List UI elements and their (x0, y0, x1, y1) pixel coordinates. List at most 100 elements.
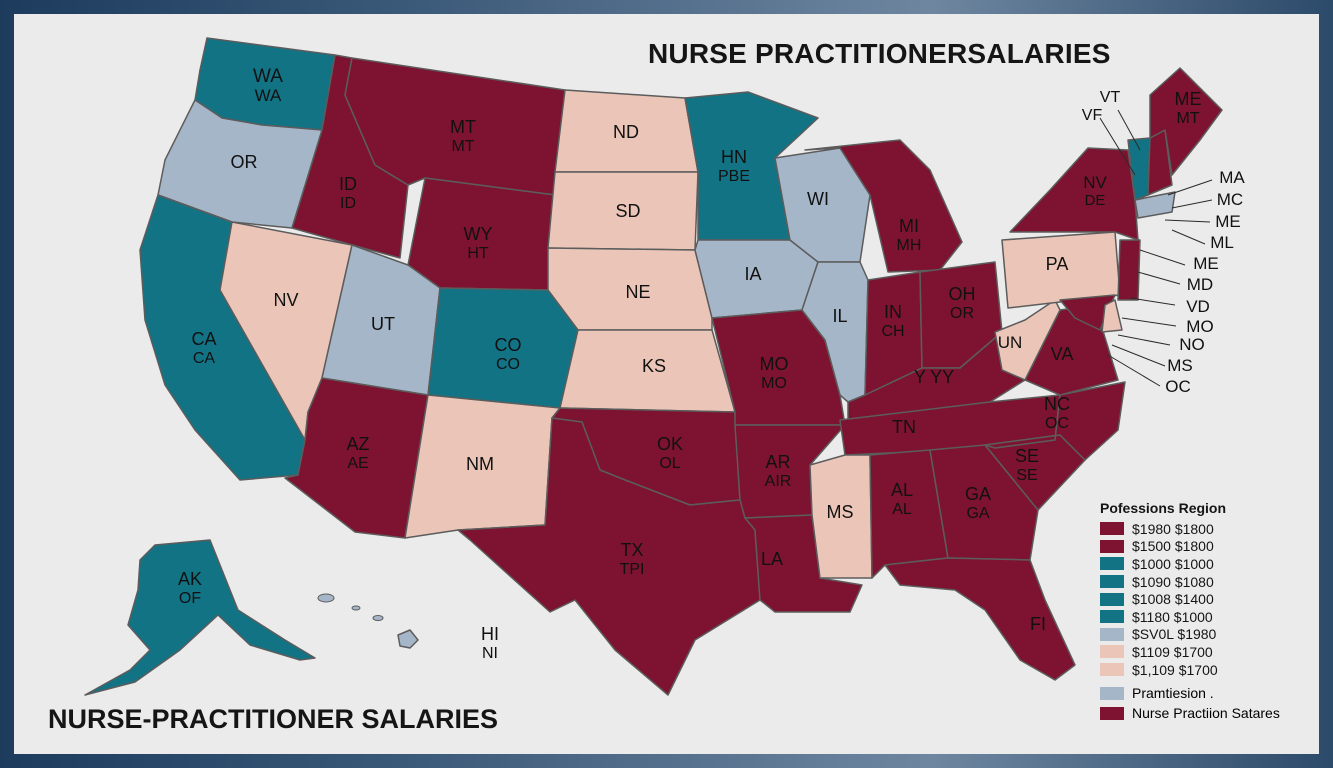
state-label-or: OR (231, 152, 258, 172)
state-label-nm: NM (466, 454, 494, 474)
legend-swatch (1100, 522, 1124, 536)
state-hi[interactable] (397, 629, 419, 649)
state-sublabel-al: AL (892, 501, 912, 518)
legend-row: $1180 $1000 (1100, 608, 1300, 626)
callout-label-east: MO (1186, 317, 1213, 336)
state-tx[interactable] (457, 417, 761, 696)
state-label-al: AL (891, 480, 913, 500)
state-label-mi: MI (899, 216, 919, 236)
state-sublabel-wa: WA (255, 86, 282, 105)
state-label-ms: MS (827, 502, 854, 522)
legend-label: $1000 $1000 (1132, 555, 1214, 572)
state-wv[interactable] (994, 299, 1061, 381)
state-label-az: AZ (346, 434, 369, 454)
state-sublabel-oh: OR (950, 305, 974, 322)
state-label-va: VA (1051, 344, 1074, 364)
state-sublabel-ar: AIR (765, 473, 792, 490)
legend-row: $1090 $1080 (1100, 573, 1300, 591)
legend-row: $1,109 $1700 (1100, 661, 1300, 679)
state-sublabel-az: AE (347, 455, 368, 472)
legend-label: $1500 $1800 (1132, 538, 1214, 555)
state-label-mt: MT (450, 117, 476, 137)
state-label-wy: WY (464, 224, 493, 244)
state-label-me: ME (1175, 89, 1202, 109)
state-label-ga: GA (965, 484, 991, 504)
state-sublabel-ny: DE (1085, 192, 1106, 209)
callout-label-east: OC (1165, 377, 1191, 396)
map-title: NURSE PRACTITIONERSALARIES (648, 38, 1111, 69)
legend-title: Pofessions Region (1100, 500, 1227, 516)
legend-label: Nurse Practiion Satares (1132, 705, 1280, 721)
legend-row: $1109 $1700 (1100, 643, 1300, 661)
state-sublabel-wy: HT (467, 245, 489, 262)
state-sublabel-nc: OC (1045, 415, 1069, 432)
state-ma[interactable] (1134, 191, 1176, 219)
state-de[interactable] (1101, 299, 1123, 333)
legend: Pofessions Region $1980 $1800 $1500 $1800… (1100, 500, 1300, 678)
callout-label-east: VD (1186, 297, 1210, 316)
callout-label-vt: VT (1100, 89, 1121, 106)
legend-row: $1500 $1800 (1100, 538, 1300, 556)
state-sublabel-ak: OF (179, 590, 201, 607)
legend-label: Pramtiesion . (1132, 685, 1214, 701)
state-md[interactable] (1059, 294, 1116, 331)
state-ga[interactable] (929, 444, 1039, 561)
legend-row: $1008 $1400 (1100, 590, 1300, 608)
callout-label-east: MD (1187, 275, 1213, 294)
state-sublabel-ca: CA (193, 350, 216, 367)
state-sublabel-mt: MT (451, 138, 474, 155)
state-label-nv: NV (273, 290, 298, 310)
state-sublabel-me: MT (1176, 110, 1199, 127)
state-nj[interactable] (1117, 239, 1141, 301)
legend-swatch (1100, 627, 1124, 641)
legend-row: $1980 $1800 (1100, 520, 1300, 538)
state-label-oh: OH (949, 284, 976, 304)
legend-swatch (1100, 663, 1124, 677)
legend-label: $1180 $1000 (1132, 608, 1213, 625)
state-me[interactable] (1149, 67, 1223, 176)
state-label-tn: TN (892, 417, 916, 437)
legend-row: Pramtiesion . (1100, 683, 1280, 703)
legend-swatch (1100, 592, 1124, 606)
state-label-sd: SD (615, 201, 640, 221)
state-ak[interactable] (84, 539, 316, 696)
state-sublabel-tx: TPI (620, 561, 645, 578)
state-nc[interactable] (984, 381, 1126, 461)
state-sublabel-sc: SE (1016, 467, 1037, 484)
state-label-hi: HI (481, 624, 499, 644)
legend-swatch (1100, 557, 1124, 571)
legend-swatch (1100, 686, 1124, 700)
legend-label: $1090 $1080 (1132, 573, 1214, 590)
state-label-ny: NV (1083, 173, 1107, 192)
legend-row: Nurse Practiion Satares (1100, 703, 1280, 723)
state-label-wa: WA (253, 66, 283, 87)
state-sublabel-mi: MH (897, 237, 922, 254)
state-label-ok: OK (657, 434, 683, 454)
callout-label-vt: VF (1082, 107, 1103, 124)
state-label-id: ID (339, 174, 357, 194)
state-label-co: CO (495, 335, 522, 355)
state-label-nd: ND (613, 122, 639, 142)
state-label-ne: NE (625, 282, 650, 302)
hawaii-small-islands (317, 593, 384, 621)
legend-label: $1980 $1800 (1132, 520, 1214, 537)
legend-label: $1,109 $1700 (1132, 661, 1218, 678)
callout-label-east: MC (1217, 190, 1243, 209)
state-sublabel-ga: GA (966, 505, 989, 522)
state-label-ca: CA (191, 329, 216, 349)
state-label-mo: MO (760, 354, 789, 374)
legend-label: $1109 $1700 (1132, 643, 1213, 660)
state-fl[interactable] (884, 557, 1076, 681)
legend-label: $SV0L $1980 (1132, 626, 1217, 643)
legend-row: $1000 $1000 (1100, 555, 1300, 573)
legend-swatch (1100, 645, 1124, 659)
state-sublabel-ok: OL (659, 455, 680, 472)
state-label-il: IL (832, 306, 847, 326)
state-ny[interactable] (1009, 147, 1139, 241)
callout-label-east: ME (1215, 212, 1241, 231)
state-sublabel-mo: MO (761, 375, 787, 392)
state-sublabel-id: ID (340, 195, 356, 212)
legend-row: $SV0L $1980 (1100, 626, 1300, 644)
legend-extra: Pramtiesion . Nurse Practiion Satares (1100, 683, 1280, 723)
